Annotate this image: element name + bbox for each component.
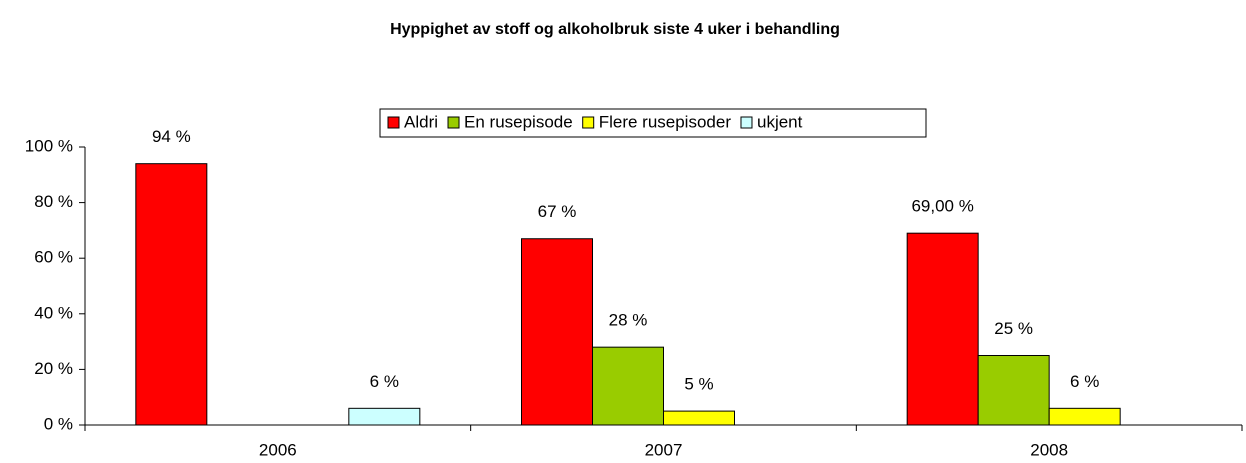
y-tick-label: 60 % <box>34 248 73 267</box>
y-tick-label: 0 % <box>44 414 73 433</box>
legend-swatch <box>740 116 753 129</box>
legend-label: En rusepisode <box>464 112 573 131</box>
legend-label: Aldri <box>404 112 438 131</box>
bar <box>592 346 664 426</box>
x-tick-label: 2007 <box>645 440 683 459</box>
y-tick-label: 20 % <box>34 359 73 378</box>
legend-swatch <box>582 116 595 129</box>
value-label: 69,00 % <box>911 197 973 216</box>
value-label: 67 % <box>538 202 577 221</box>
value-label: 28 % <box>609 311 648 330</box>
y-tick-label: 100 % <box>25 136 73 155</box>
value-label: 5 % <box>684 375 713 394</box>
bar <box>663 410 735 426</box>
bar <box>977 355 1050 426</box>
legend-box <box>379 108 927 138</box>
legend-swatch <box>447 116 460 129</box>
y-tick-label: 80 % <box>34 192 73 211</box>
y-tick-label: 40 % <box>34 303 73 322</box>
bar <box>521 238 593 426</box>
legend-swatch <box>387 116 400 129</box>
value-label: 25 % <box>994 319 1033 338</box>
value-label: 6 % <box>1070 372 1099 391</box>
bar <box>1048 407 1121 426</box>
chart-title: Hyppighet av stoff og alkoholbruk siste … <box>390 21 840 38</box>
legend-label: ukjent <box>757 112 803 131</box>
value-label: 94 % <box>152 127 191 146</box>
bar <box>906 232 979 426</box>
bar <box>348 407 421 426</box>
value-label: 6 % <box>370 372 399 391</box>
x-tick-label: 2006 <box>259 440 297 459</box>
x-tick-label: 2008 <box>1030 440 1068 459</box>
legend-label: Flere rusepisoder <box>599 112 732 131</box>
bar <box>135 163 208 426</box>
